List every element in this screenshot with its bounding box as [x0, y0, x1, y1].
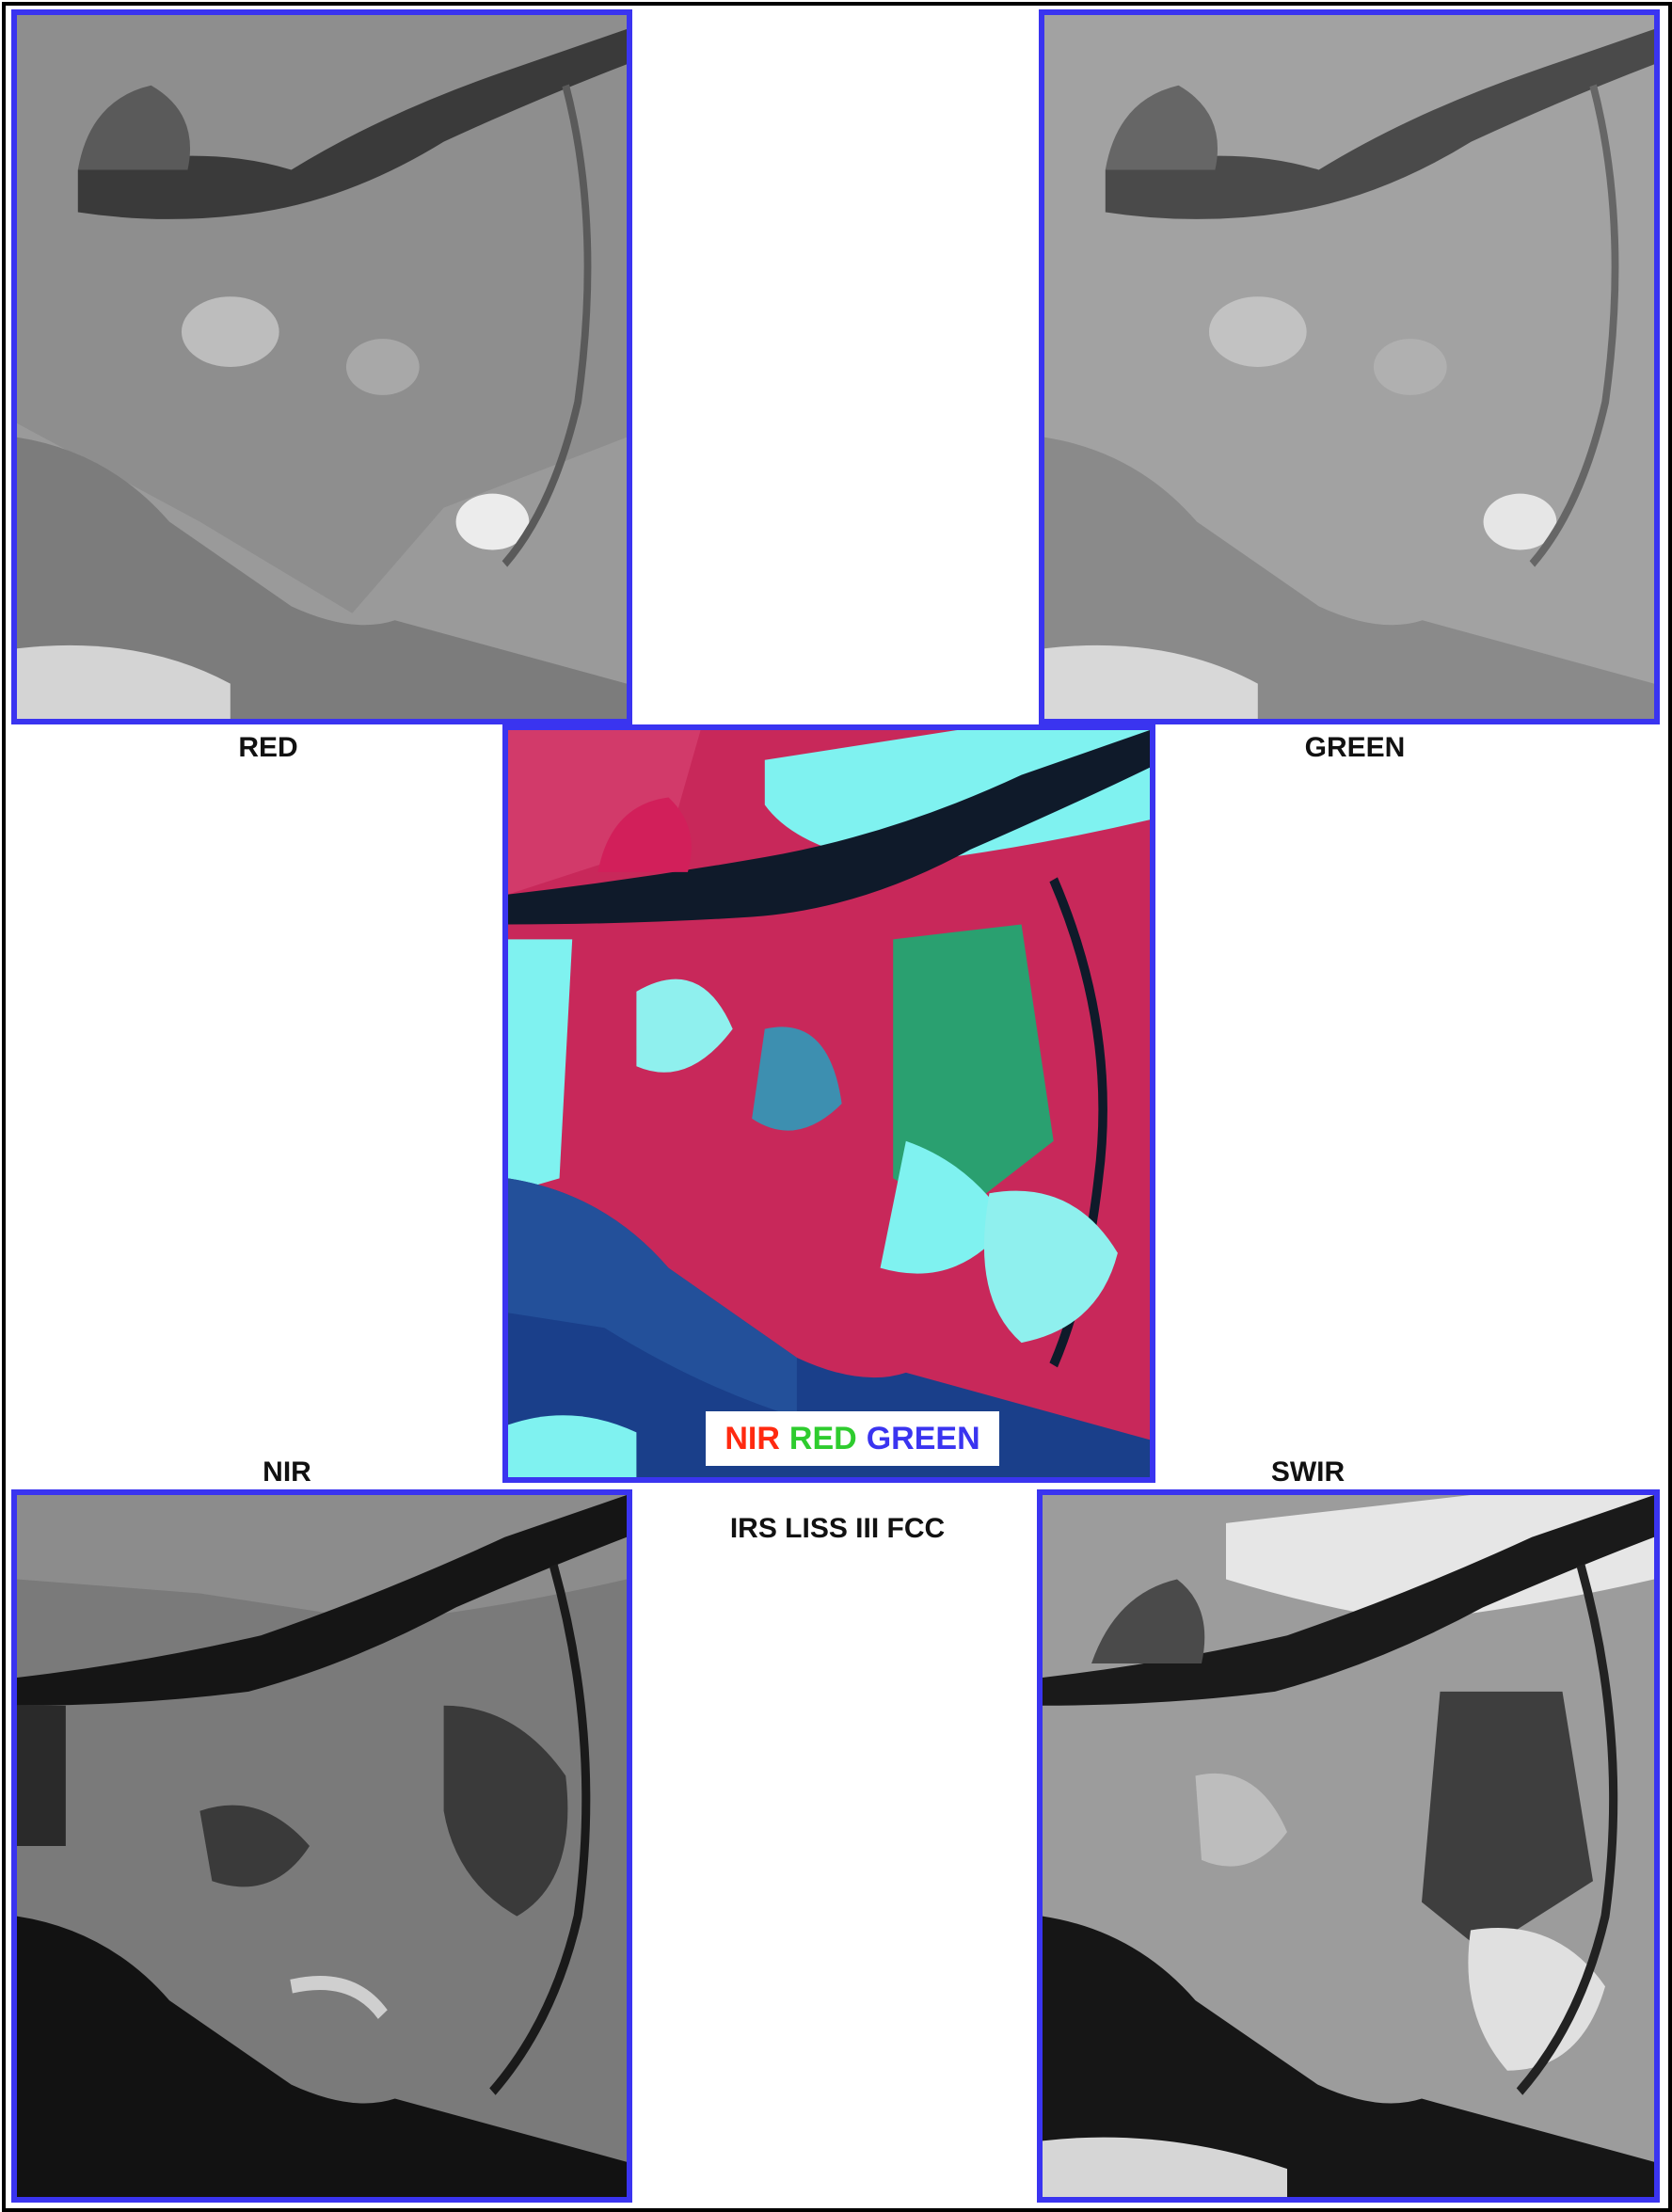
nir-band-label: NIR	[263, 1456, 311, 1488]
fcc-title: IRS LISS III FCC	[729, 1513, 946, 1544]
nir-band-image	[11, 1489, 632, 2203]
red-band-label: RED	[238, 732, 298, 763]
swir-band-label: SWIR	[1270, 1456, 1346, 1488]
swir-band-image	[1037, 1489, 1660, 2203]
legend-green: GREEN	[866, 1420, 980, 1456]
green-band-image	[1039, 9, 1660, 724]
red-band-image	[11, 9, 632, 724]
fcc-composite-image	[502, 724, 1155, 1483]
green-band-label: GREEN	[1304, 732, 1406, 763]
legend-red: RED	[788, 1420, 857, 1456]
legend-nir: NIR	[725, 1420, 780, 1456]
fcc-legend: NIR RED GREEN	[706, 1411, 999, 1466]
